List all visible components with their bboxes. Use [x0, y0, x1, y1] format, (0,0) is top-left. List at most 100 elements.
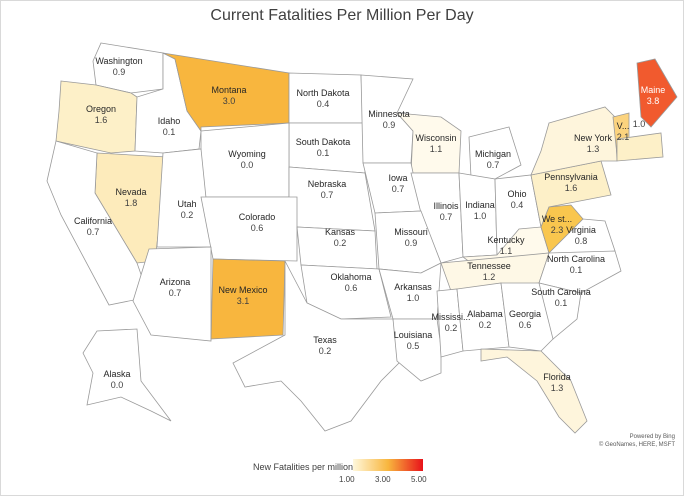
state-north-carolina[interactable]: [538, 250, 622, 294]
state-value-label: 0.1: [317, 148, 330, 158]
state-name-label: Arizona: [160, 277, 191, 287]
state-louisiana[interactable]: [392, 318, 442, 382]
state-name-label: South Carolina: [531, 287, 591, 297]
state-value-label: 0.9: [405, 238, 418, 248]
state-name-label: Michigan: [475, 149, 511, 159]
state-new-mexico[interactable]: [210, 258, 286, 340]
state-name-label: Iowa: [388, 173, 407, 183]
state-value-label: 1.2: [483, 272, 496, 282]
state-name-label: New Mexico: [218, 285, 267, 295]
state-michigan[interactable]: [468, 126, 522, 180]
attribution: Powered by Bing © GeoNames, HERE, MSFT: [599, 433, 675, 449]
state-name-label: North Carolina: [547, 254, 605, 264]
state-value-label: 0.0: [241, 160, 254, 170]
state-north-dakota[interactable]: [288, 72, 364, 124]
state-colorado[interactable]: [200, 196, 298, 262]
legend-tick-min: 1.00: [339, 475, 355, 484]
state-value-label: 0.7: [321, 190, 334, 200]
state-name-label: Minnesota: [368, 109, 410, 119]
state-new-york[interactable]: [530, 106, 618, 176]
state-value-label: 1.0: [474, 211, 487, 221]
state-value-label: 1.1: [500, 246, 513, 256]
state-value-label: 0.1: [163, 127, 176, 137]
state-arizona[interactable]: [132, 246, 212, 342]
state-name-label: Texas: [313, 335, 337, 345]
state-shapes: [46, 42, 678, 434]
state-name-label: V...: [617, 121, 630, 131]
state-value-label: 1.3: [551, 383, 564, 393]
state-name-label: Nebraska: [308, 179, 347, 189]
state-name-label: Mississi...: [432, 312, 471, 322]
state-name-label: Tennessee: [467, 261, 511, 271]
state-maine[interactable]: [636, 58, 678, 128]
state-value-label: 0.7: [87, 227, 100, 237]
state-name-label: Oklahoma: [330, 272, 371, 282]
state-name-label: Georgia: [509, 309, 541, 319]
state-value-label: 0.2: [445, 323, 458, 333]
state-value-label: 2.3: [551, 225, 564, 235]
state-value-label: 3.8: [647, 96, 660, 106]
state-name-label: Louisiana: [394, 330, 433, 340]
state-value-label: 0.5: [407, 341, 420, 351]
state-name-label: Oregon: [86, 104, 116, 114]
state-name-label: Idaho: [158, 116, 181, 126]
legend-tick-mid: 3.00: [375, 475, 391, 484]
state-name-label: Utah: [177, 199, 196, 209]
state-name-label: We st...: [542, 214, 572, 224]
state-value-label: 0.7: [169, 288, 182, 298]
map-title: Current Fatalities Per Million Per Day: [210, 7, 474, 24]
state-name-label: Missouri: [394, 227, 428, 237]
legend-tick-max: 5.00: [411, 475, 427, 484]
state-name-label: Wisconsin: [415, 133, 456, 143]
state-name-label: Alabama: [467, 309, 503, 319]
state-value-label: 3.1: [237, 296, 250, 306]
state-name-label: Kansas: [325, 227, 356, 237]
state-value-label: 0.6: [345, 283, 358, 293]
state-name-label: Arkansas: [394, 282, 432, 292]
state-value-label: 1.6: [95, 115, 108, 125]
state-texas[interactable]: [232, 260, 402, 432]
state-value-label: 1.0: [407, 293, 420, 303]
state-value-label: 1.3: [587, 144, 600, 154]
state-name-label: California: [74, 216, 112, 226]
state-name-label: Wyoming: [228, 149, 265, 159]
attribution-sources: © GeoNames, HERE, MSFT: [598, 442, 675, 448]
state-florida[interactable]: [480, 348, 588, 434]
state-value-label: 1.1: [430, 144, 443, 154]
state-name-label: Montana: [211, 85, 246, 95]
state-name-label: Virginia: [566, 225, 596, 235]
state-name-label: Alaska: [103, 369, 130, 379]
state-name-label: North Dakota: [296, 88, 349, 98]
attribution-bing: Powered by Bing: [629, 434, 675, 440]
state-name-label: Indiana: [465, 200, 495, 210]
state-alaska[interactable]: [82, 328, 172, 422]
state-oklahoma[interactable]: [300, 264, 392, 320]
state-name-label: Kentucky: [487, 235, 525, 245]
state-value-label: 0.7: [440, 212, 453, 222]
state-name-label: Illinois: [433, 201, 459, 211]
state-value-label: 0.4: [317, 99, 330, 109]
state-value-label: 0.7: [487, 160, 500, 170]
legend-title: New Fatalities per million: [253, 462, 354, 472]
state-value-label: 0.6: [251, 223, 264, 233]
state-state-19[interactable]: [616, 132, 664, 162]
state-name-label: Washington: [95, 56, 142, 66]
state-value-label: 0.8: [575, 236, 588, 246]
state-washington[interactable]: [92, 42, 164, 94]
state-value-label: 1.6: [565, 183, 578, 193]
state-value-label: 0.1: [570, 265, 583, 275]
state-name-label: Colorado: [239, 212, 276, 222]
state-name-label: Pennsylvania: [544, 172, 598, 182]
state-georgia[interactable]: [500, 282, 554, 352]
state-name-label: Ohio: [507, 189, 526, 199]
state-name-label: South Dakota: [296, 137, 351, 147]
state-value-label: 0.0: [111, 380, 124, 390]
state-name-label: Maine: [641, 85, 666, 95]
state-value-label: 1.0: [633, 119, 646, 129]
state-value-label: 0.2: [181, 210, 194, 220]
state-value-label: 0.2: [479, 320, 492, 330]
state-value-label: 0.9: [383, 120, 396, 130]
state-illinois[interactable]: [410, 172, 464, 264]
